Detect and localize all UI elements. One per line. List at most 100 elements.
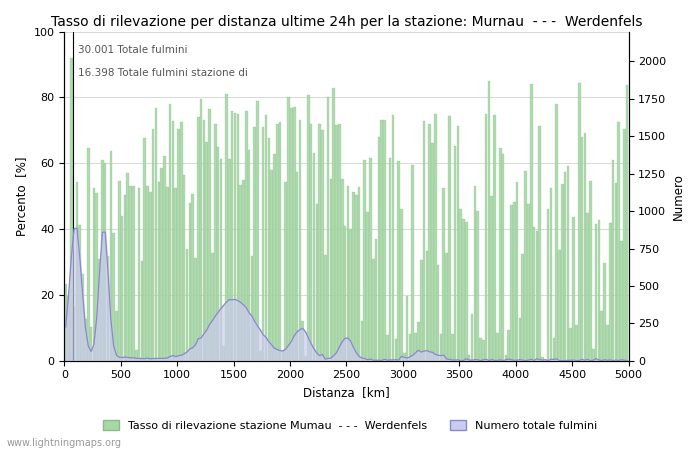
Bar: [409, 334, 411, 361]
Bar: [414, 333, 417, 361]
Bar: [595, 224, 597, 361]
Bar: [194, 258, 197, 361]
Bar: [197, 117, 199, 361]
Bar: [566, 166, 569, 361]
Bar: [284, 182, 287, 361]
Bar: [90, 327, 92, 361]
Bar: [374, 238, 377, 361]
Bar: [482, 341, 484, 361]
Bar: [304, 356, 307, 361]
Bar: [256, 101, 259, 361]
Legend: Tasso di rilevazione stazione Mumau  - - -  Werdenfels, Numero totale fulmini: Tasso di rilevazione stazione Mumau - - …: [98, 416, 602, 436]
Bar: [389, 158, 391, 361]
Bar: [169, 104, 172, 361]
Bar: [124, 195, 126, 361]
Bar: [400, 209, 402, 361]
Bar: [383, 120, 386, 361]
Bar: [372, 259, 375, 361]
Bar: [462, 219, 465, 361]
Bar: [454, 146, 456, 361]
Bar: [199, 99, 202, 361]
Bar: [358, 187, 360, 361]
Bar: [67, 296, 70, 361]
Bar: [231, 111, 234, 361]
Bar: [395, 339, 397, 361]
Bar: [70, 58, 73, 361]
Bar: [601, 311, 603, 361]
Bar: [426, 251, 428, 361]
Bar: [522, 254, 524, 361]
Bar: [440, 334, 442, 361]
Bar: [177, 129, 180, 361]
Bar: [64, 284, 67, 361]
Bar: [341, 180, 344, 361]
Bar: [302, 321, 304, 361]
Bar: [575, 325, 578, 361]
Bar: [589, 181, 592, 361]
Bar: [163, 157, 166, 361]
Bar: [174, 188, 177, 361]
Bar: [406, 296, 408, 361]
Bar: [363, 160, 366, 361]
Bar: [386, 335, 389, 361]
Bar: [166, 187, 169, 361]
Bar: [296, 172, 298, 361]
Bar: [533, 227, 536, 361]
Bar: [366, 212, 369, 361]
Bar: [448, 116, 451, 361]
Bar: [183, 175, 186, 361]
Bar: [431, 143, 434, 361]
Bar: [581, 137, 583, 361]
Bar: [130, 186, 132, 361]
Bar: [403, 353, 405, 361]
Bar: [349, 229, 352, 361]
Bar: [92, 189, 95, 361]
Bar: [214, 124, 216, 361]
Bar: [313, 153, 315, 361]
Bar: [155, 108, 158, 361]
Bar: [318, 124, 321, 361]
Bar: [380, 120, 383, 361]
Bar: [470, 314, 473, 361]
Bar: [603, 263, 606, 361]
Bar: [144, 138, 146, 361]
Bar: [84, 320, 87, 361]
Bar: [476, 211, 479, 361]
Bar: [508, 330, 510, 361]
Bar: [612, 160, 615, 361]
Bar: [113, 233, 115, 361]
Bar: [109, 152, 112, 361]
Bar: [420, 260, 423, 361]
Bar: [209, 109, 211, 361]
Bar: [310, 124, 312, 361]
Bar: [149, 192, 152, 361]
Bar: [211, 253, 214, 361]
Bar: [606, 325, 609, 361]
Y-axis label: Numero: Numero: [672, 173, 685, 220]
Bar: [138, 188, 140, 361]
Bar: [180, 122, 183, 361]
Bar: [191, 194, 194, 361]
Bar: [392, 115, 394, 361]
Bar: [242, 180, 245, 361]
Bar: [445, 253, 448, 361]
Bar: [287, 97, 290, 361]
Bar: [502, 154, 504, 361]
Bar: [550, 188, 552, 361]
Bar: [598, 220, 601, 361]
Text: 30.001 Totale fulmini: 30.001 Totale fulmini: [78, 45, 188, 55]
Bar: [172, 121, 174, 361]
Bar: [615, 183, 617, 361]
Bar: [496, 333, 498, 361]
Bar: [78, 225, 81, 361]
Bar: [617, 122, 620, 361]
Bar: [412, 165, 414, 361]
Bar: [491, 196, 493, 361]
Bar: [220, 159, 222, 361]
Bar: [253, 127, 256, 361]
Bar: [239, 185, 242, 361]
Bar: [505, 355, 508, 361]
Bar: [299, 121, 301, 361]
Bar: [265, 115, 267, 361]
Bar: [355, 195, 358, 361]
